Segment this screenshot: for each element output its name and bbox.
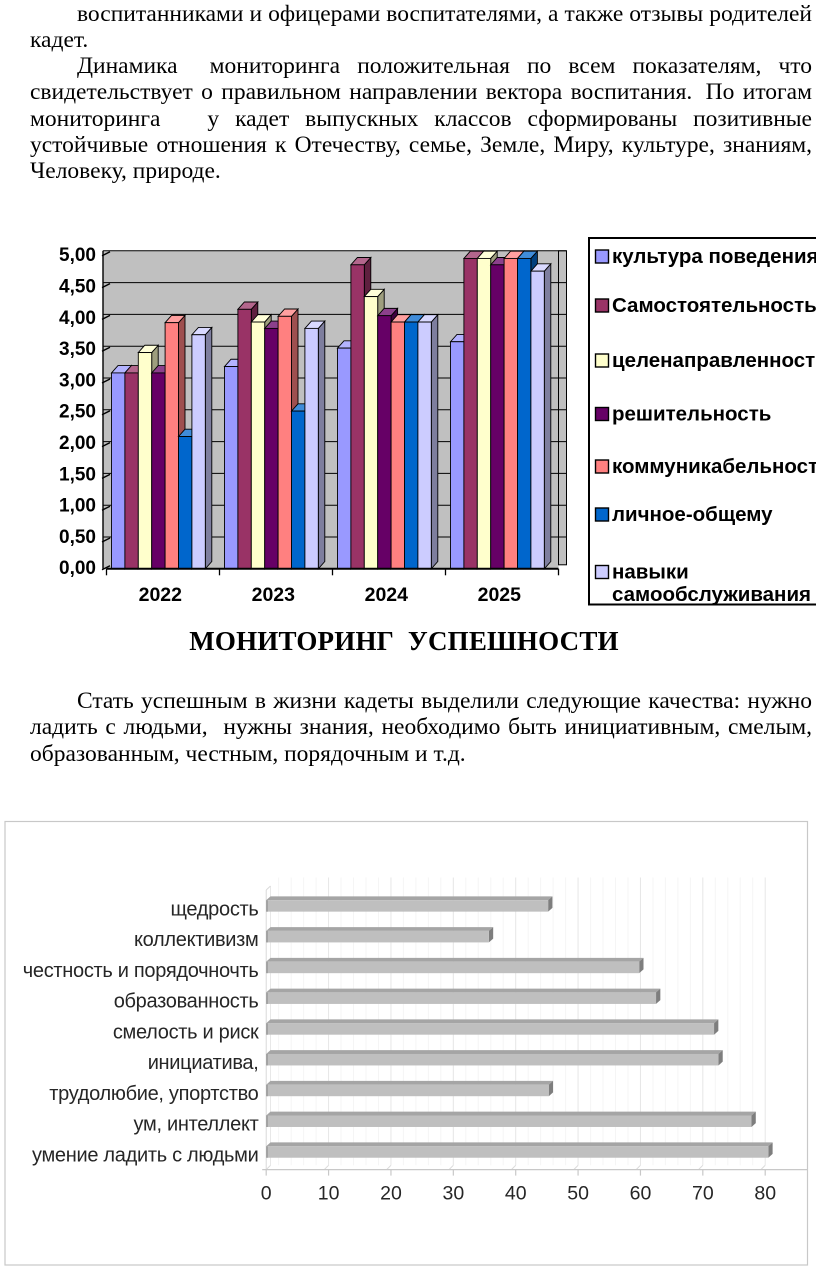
svg-text:4,00: 4,00 [59,308,96,329]
svg-text:трудолюбие, упортство: трудолюбие, упортство [49,1083,258,1105]
svg-text:0,00: 0,00 [59,558,96,579]
svg-text:50: 50 [567,1183,589,1205]
svg-text:Самостоятельность: Самостоятельность [612,294,816,317]
svg-text:2,50: 2,50 [59,402,96,423]
svg-text:культура поведения: культура поведения [612,245,816,268]
svg-text:0: 0 [261,1183,272,1205]
svg-text:70: 70 [692,1183,714,1205]
svg-text:80: 80 [754,1183,776,1205]
svg-text:щедрость: щедрость [170,898,258,920]
svg-text:коллективизм: коллективизм [134,929,259,951]
svg-text:2025: 2025 [478,584,522,606]
svg-text:60: 60 [630,1183,652,1205]
svg-text:коммуникабельность: коммуникабельность [612,455,816,478]
svg-text:20: 20 [380,1183,402,1205]
svg-text:образованность: образованность [114,991,259,1013]
svg-text:4,50: 4,50 [59,277,96,298]
svg-text:3,00: 3,00 [59,370,96,391]
svg-text:30: 30 [442,1183,464,1205]
svg-text:40: 40 [505,1183,527,1205]
svg-text:целенаправленность: целенаправленность [612,349,816,372]
svg-text:3,50: 3,50 [59,339,96,360]
svg-text:2022: 2022 [139,584,183,606]
svg-text:5,00: 5,00 [59,245,96,266]
svg-text:навыки: навыки [612,561,689,584]
svg-text:0,50: 0,50 [59,527,96,548]
svg-text:ум, интеллект: ум, интеллект [134,1114,259,1136]
svg-text:1,50: 1,50 [59,464,96,485]
svg-text:10: 10 [318,1183,340,1205]
svg-text:смелость и риск: смелость и риск [113,1021,259,1043]
svg-text:2023: 2023 [252,584,296,606]
svg-text:самообслуживания: самообслуживания [612,583,811,606]
svg-text:честность и порядочночть: честность и порядочночть [23,960,259,982]
svg-text:2024: 2024 [365,584,409,606]
svg-text:решительность: решительность [612,403,771,426]
svg-text:инициатива,: инициатива, [148,1052,259,1074]
svg-text:1,00: 1,00 [59,496,96,517]
svg-text:2,00: 2,00 [59,433,96,454]
svg-text:умение ладить с людьми: умение ладить с людьми [32,1144,259,1166]
svg-text:личное-общему: личное-общему [612,503,773,526]
